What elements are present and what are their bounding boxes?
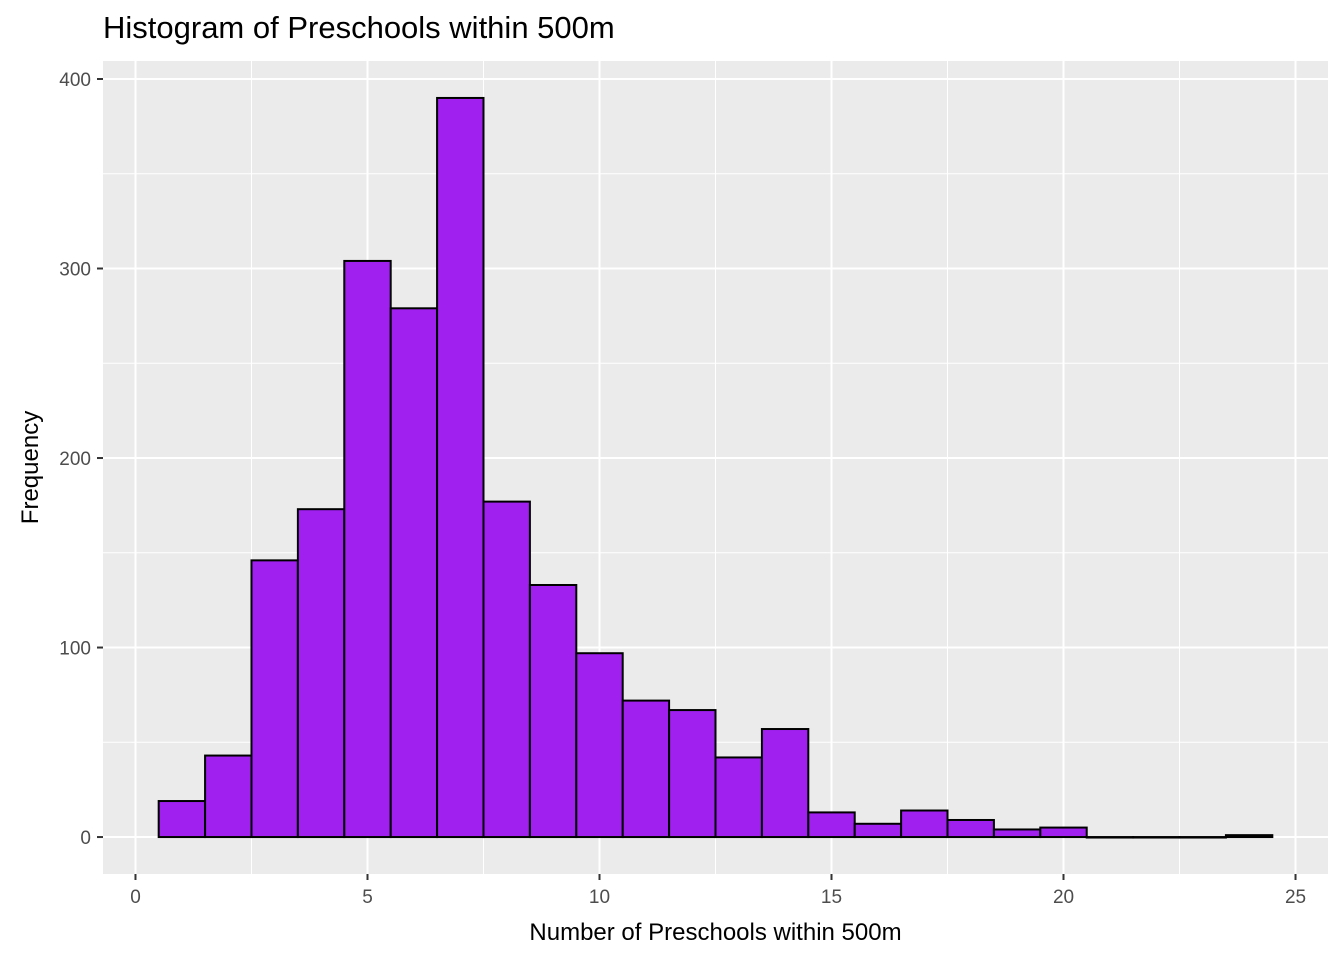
y-tick-label: 400: [59, 70, 91, 91]
x-tick-label: 10: [589, 887, 610, 908]
histogram-bar: [760, 728, 810, 839]
chart-title: Histogram of Preschools within 500m: [103, 10, 615, 45]
y-tick-label: 300: [59, 260, 91, 281]
y-tick-label: 0: [80, 828, 91, 849]
y-tick-label: 100: [59, 639, 91, 660]
histogram-bar: [1085, 836, 1135, 839]
histogram-bar: [204, 754, 253, 839]
histogram-bar: [1178, 836, 1227, 839]
histogram-bar: [157, 800, 207, 839]
x-tick-label: 20: [1053, 887, 1074, 908]
histogram-bar: [900, 809, 949, 839]
x-tick-label: 15: [821, 887, 842, 908]
x-axis: 0 5 10 15 20 25: [130, 874, 1306, 908]
histogram-bar: [1132, 836, 1181, 839]
histogram-bar: [807, 811, 856, 839]
histogram-bar: [946, 818, 995, 839]
y-tick-label: 200: [59, 449, 91, 470]
histogram-bar: [250, 559, 299, 839]
histogram-bar: [1039, 826, 1088, 839]
x-axis-title: Number of Preschools within 500m: [529, 919, 901, 946]
histogram-bar: [389, 307, 439, 839]
histogram-bar: [482, 500, 531, 839]
x-tick-label: 25: [1285, 887, 1306, 908]
histogram-bar: [853, 822, 903, 839]
y-axis: 0 100 200 300 400: [59, 70, 103, 849]
histogram-bar: [528, 583, 578, 839]
histogram-bar: [436, 96, 485, 839]
histogram-bar: [621, 699, 671, 839]
histogram-bars: [157, 96, 1274, 839]
histogram-bar: [296, 508, 346, 839]
histogram-bar: [343, 259, 392, 839]
histogram-bar: [714, 756, 763, 839]
x-tick-label: 0: [130, 887, 141, 908]
histogram-bar: [992, 828, 1042, 839]
y-axis-title: Frequency: [17, 411, 44, 524]
histogram-bar: [575, 652, 624, 839]
x-tick-label: 5: [362, 887, 373, 908]
histogram-bar: [668, 709, 717, 839]
histogram-bar: [1224, 834, 1274, 839]
